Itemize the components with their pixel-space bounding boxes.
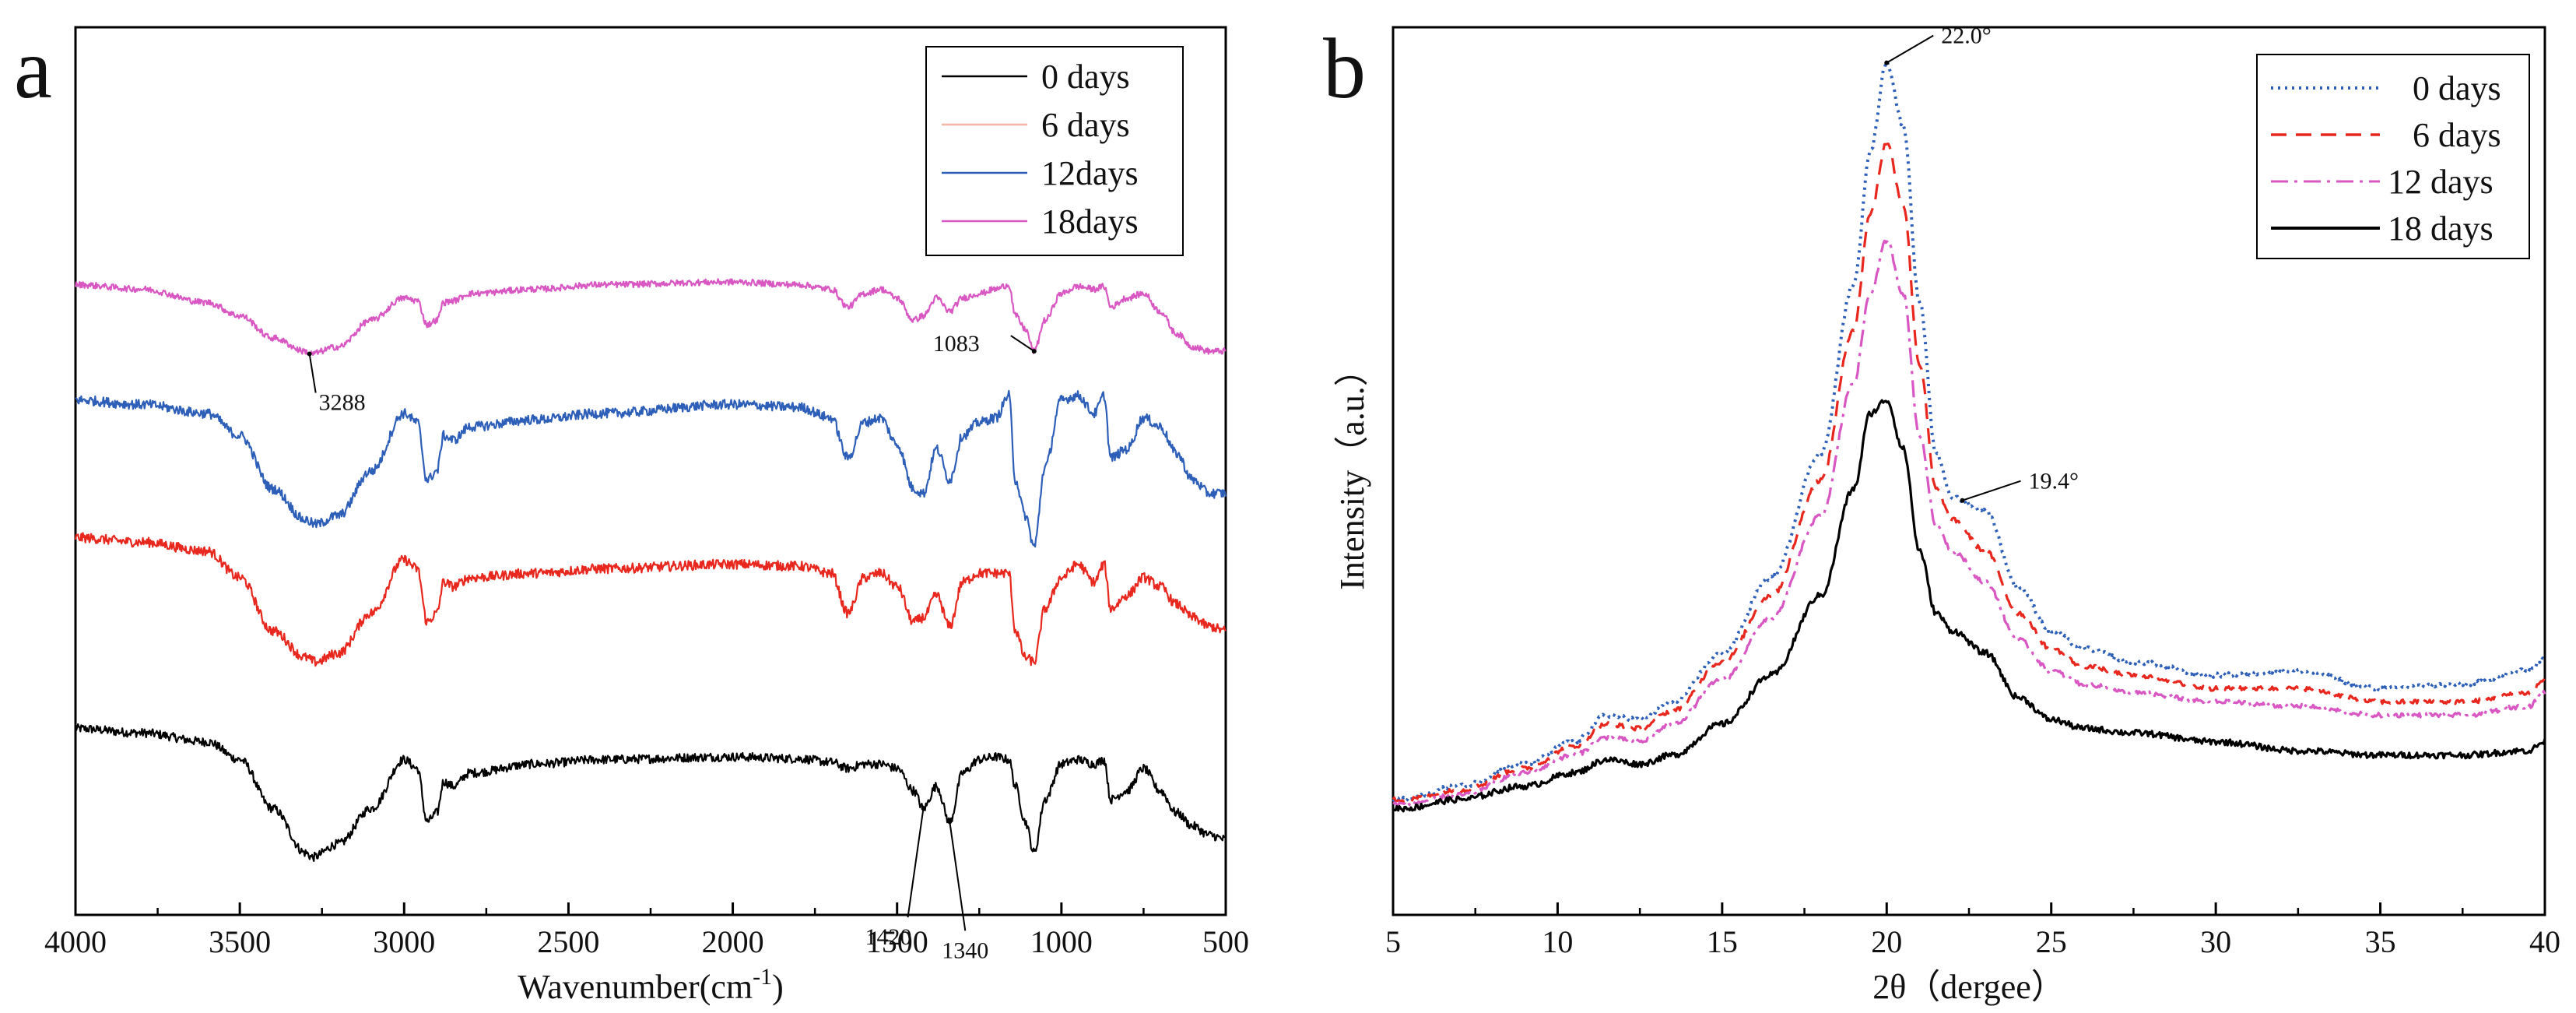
x-tick-label: 3000 — [373, 924, 435, 959]
x-tick-label: 5 — [1385, 924, 1401, 959]
x-tick-label: 30 — [2200, 924, 2231, 959]
legend-label-18-days: 18 days — [2388, 209, 2494, 248]
annotation-arrowhead — [1031, 349, 1037, 354]
x-tick-label: 10 — [1542, 924, 1573, 959]
annotation-arrowhead — [947, 819, 953, 825]
legend-label-12-days: 12days — [1041, 154, 1139, 192]
annotation-arrowhead — [307, 351, 312, 357]
annotation-pointer — [1962, 480, 2021, 501]
annotation-label: 1340 — [942, 937, 988, 963]
annotation-label: 1420 — [865, 924, 911, 950]
x-tick-label: 25 — [2036, 924, 2067, 959]
panel-a-annotations: 3288 1083 1420 1340 — [307, 331, 1037, 963]
x-tick-label: 2500 — [537, 924, 599, 959]
panel-b-x-ticks — [1392, 902, 2546, 915]
panel-b-annotations: 22.0° 19.4° — [1884, 23, 2079, 503]
panel-b-x-tick-labels: 5 10 15 20 25 30 35 40 — [1385, 924, 2560, 959]
series-line-6-days — [1392, 142, 2546, 803]
legend-label-6-days: 6 days — [1041, 106, 1130, 144]
annotation-pointer — [907, 808, 925, 918]
annotation-pointer — [308, 353, 317, 393]
panel-b-label: b — [1323, 21, 1366, 116]
x-tick-label: 1500 — [866, 924, 928, 959]
x-tick-label: 1000 — [1030, 924, 1093, 959]
series-line-12-days — [1392, 238, 2546, 807]
panel-a-x-ticks — [74, 902, 1227, 915]
x-tick-label: 2000 — [702, 924, 764, 959]
legend-box — [2256, 54, 2530, 259]
x-tick-label: 15 — [1707, 924, 1738, 959]
x-label-superscript: -1 — [753, 964, 772, 990]
panel-a-legend: 0 days 6 days 12days 18days — [925, 46, 1184, 256]
series-line-12-days — [75, 389, 1227, 548]
panel-b-legend: 0 days 6 days 12 days 18 days — [2256, 54, 2530, 259]
annotation-pointer — [1010, 335, 1035, 352]
x-tick-label: 40 — [2529, 924, 2560, 959]
x-label-main: Wavenumber(cm — [518, 968, 753, 1006]
x-tick-label: 3500 — [209, 924, 271, 959]
x-label-close: ) — [772, 968, 784, 1006]
legend-label-0-days: 0 days — [2413, 69, 2501, 107]
x-tick-label: 35 — [2365, 924, 2396, 959]
series-line-0-days — [74, 723, 1227, 862]
panel-a-x-axis-label: Wavenumber(cm-1) — [518, 964, 784, 1006]
annotation-pointer — [949, 821, 967, 931]
series-line-18-days — [74, 278, 1227, 356]
legend-box — [925, 46, 1184, 256]
annotation-arrowhead — [921, 806, 926, 811]
x-tick-label: 4000 — [44, 924, 107, 959]
series-line-6-days — [74, 532, 1227, 667]
annotation-pointer — [1886, 34, 1934, 64]
x-tick-label: 500 — [1202, 924, 1249, 959]
panel-b-x-axis-label: 2θ（dergee） — [1872, 968, 2065, 1006]
legend-label-18-days: 18days — [1041, 202, 1139, 241]
x-tick-label: 20 — [1871, 924, 1902, 959]
legend-label-0-days: 0 days — [1041, 58, 1130, 96]
annotation-label: 1083 — [933, 331, 980, 357]
panel-b-y-axis-label: Intensity（a.u.） — [1333, 352, 1371, 590]
panel-b: b 5 10 15 20 25 30 35 40 2θ（dergee） Intensity（a… — [1323, 21, 2560, 1006]
panel-b-series — [1392, 59, 2546, 813]
annotation-arrowhead — [1960, 498, 1965, 503]
panel-a-label: a — [14, 21, 52, 116]
annotation-label: 3288 — [319, 390, 366, 416]
series-line-18-days — [1392, 399, 2546, 813]
panel-a: a 4000 3500 3000 2500 2000 1500 1000 500 Wavenu… — [14, 21, 1249, 1006]
annotation-label: 19.4° — [2029, 469, 2079, 494]
panel-a-x-tick-labels: 4000 3500 3000 2500 2000 1500 1000 500 — [44, 924, 1249, 959]
panel-a-series — [74, 278, 1227, 862]
legend-label-12-days: 12 days — [2388, 163, 2494, 201]
legend-label-6-days: 6 days — [2413, 116, 2501, 154]
annotation-arrowhead — [1884, 60, 1890, 65]
annotation-label: 22.0° — [1941, 23, 1992, 49]
